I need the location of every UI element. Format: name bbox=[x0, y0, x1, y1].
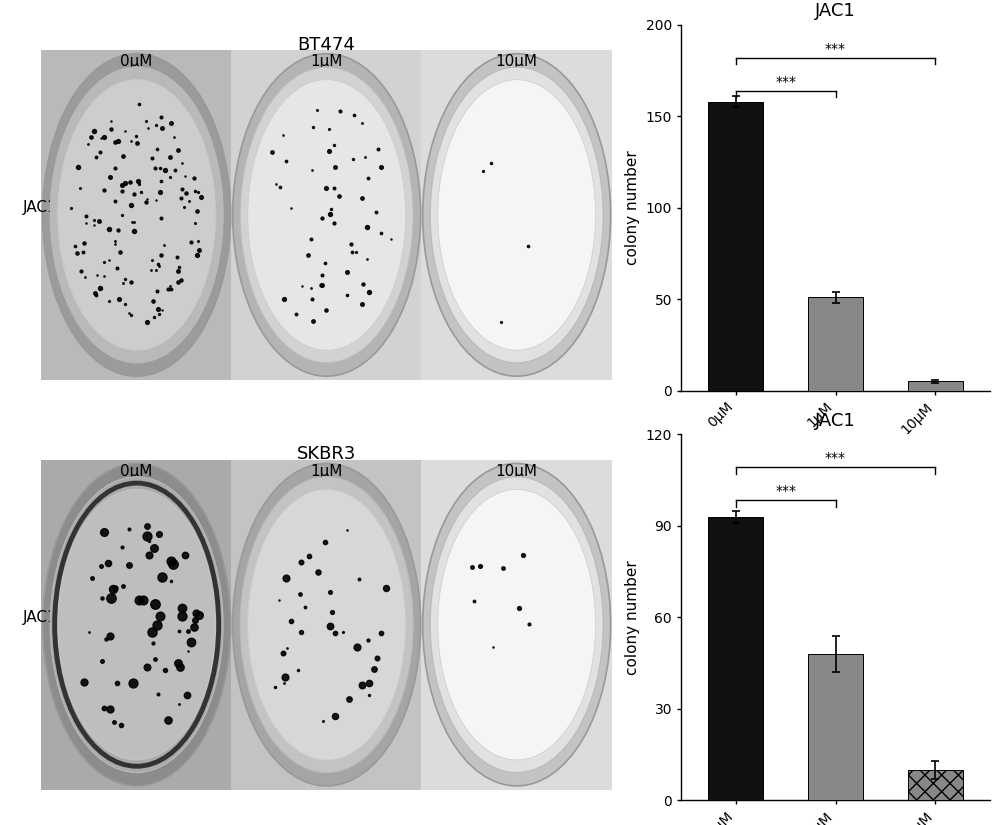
Y-axis label: colony number: colony number bbox=[625, 150, 640, 265]
Ellipse shape bbox=[248, 80, 406, 351]
Bar bbox=[908, 381, 963, 390]
Ellipse shape bbox=[50, 67, 223, 363]
Ellipse shape bbox=[423, 54, 611, 376]
Bar bbox=[808, 654, 863, 800]
Text: BT474: BT474 bbox=[298, 35, 356, 54]
Ellipse shape bbox=[240, 67, 413, 363]
Text: ***: *** bbox=[775, 74, 796, 88]
Ellipse shape bbox=[430, 477, 603, 772]
Title: JAC1: JAC1 bbox=[815, 2, 856, 21]
Bar bbox=[421, 460, 612, 790]
Text: ***: *** bbox=[825, 42, 846, 56]
Y-axis label: colony number: colony number bbox=[625, 560, 640, 675]
Text: 0μM: 0μM bbox=[120, 464, 153, 478]
Text: ***: *** bbox=[825, 451, 846, 465]
Bar bbox=[708, 101, 763, 390]
Ellipse shape bbox=[438, 80, 596, 351]
Text: 0μM: 0μM bbox=[120, 54, 153, 69]
Bar bbox=[708, 516, 763, 800]
Ellipse shape bbox=[50, 477, 223, 772]
Ellipse shape bbox=[240, 477, 413, 772]
Text: 1μM: 1μM bbox=[310, 464, 343, 478]
Bar bbox=[41, 50, 232, 380]
Ellipse shape bbox=[423, 464, 611, 786]
Text: 1μM: 1μM bbox=[310, 54, 343, 69]
Ellipse shape bbox=[438, 489, 596, 760]
Ellipse shape bbox=[430, 67, 603, 363]
Text: 10μM: 10μM bbox=[496, 54, 538, 69]
Ellipse shape bbox=[58, 489, 216, 760]
Text: 10μM: 10μM bbox=[496, 464, 538, 478]
Text: SKBR3: SKBR3 bbox=[297, 446, 356, 464]
Bar bbox=[231, 50, 422, 380]
Text: ***: *** bbox=[775, 484, 796, 498]
Bar bbox=[231, 460, 422, 790]
Title: JAC1: JAC1 bbox=[815, 412, 856, 430]
Ellipse shape bbox=[248, 489, 406, 760]
Bar bbox=[808, 297, 863, 390]
Text: JAC1: JAC1 bbox=[23, 610, 57, 625]
Bar bbox=[41, 460, 232, 790]
Ellipse shape bbox=[233, 464, 421, 786]
Bar bbox=[908, 770, 963, 800]
Text: JAC1: JAC1 bbox=[23, 200, 57, 215]
Ellipse shape bbox=[58, 80, 216, 351]
Ellipse shape bbox=[43, 464, 231, 786]
Ellipse shape bbox=[233, 54, 421, 376]
Bar bbox=[421, 50, 612, 380]
Ellipse shape bbox=[43, 54, 231, 376]
